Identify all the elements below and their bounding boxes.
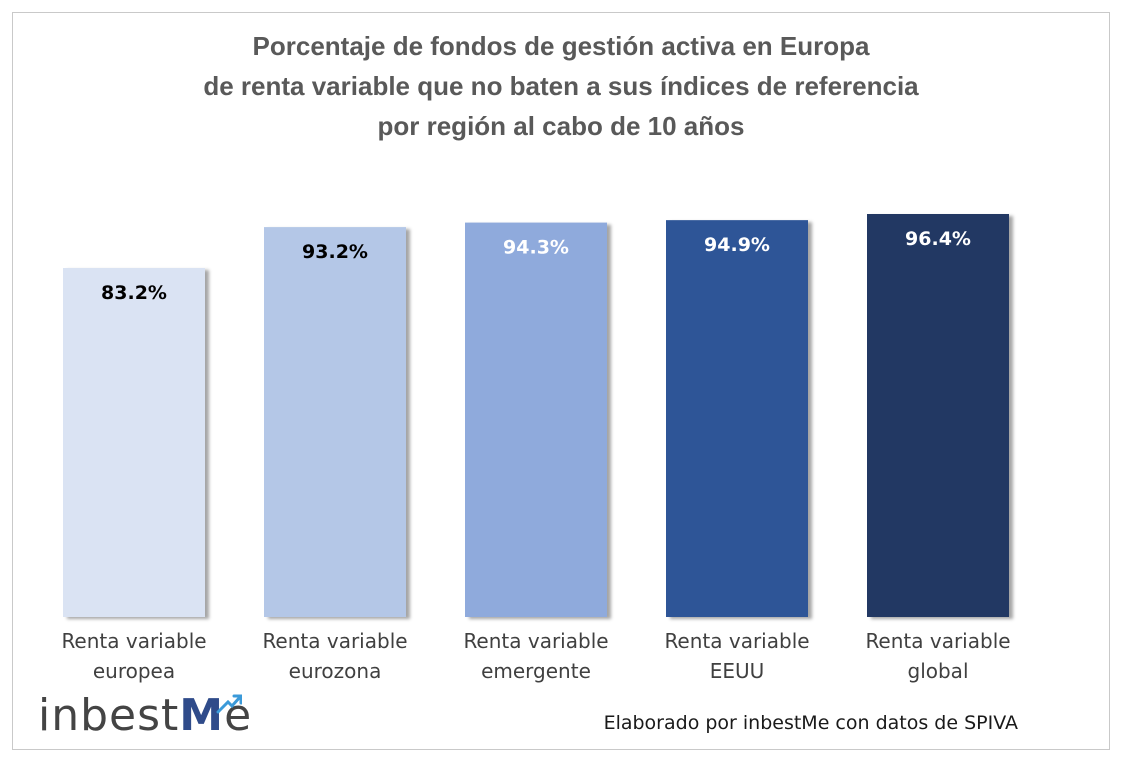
category-label-2-line-1: Renta variable bbox=[262, 629, 407, 653]
category-label-3-line-2: emergente bbox=[481, 659, 591, 683]
category-label-1-line-2: europea bbox=[93, 659, 175, 683]
category-label-1-line-1: Renta variable bbox=[61, 629, 206, 653]
category-label-2-line-2: eurozona bbox=[289, 659, 382, 683]
chart-title-line-3: por región al cabo de 10 años bbox=[377, 111, 745, 141]
chart-title-line-1: Porcentaje de fondos de gestión activa e… bbox=[252, 31, 870, 61]
bar-3 bbox=[465, 222, 607, 617]
source-credit: Elaborado por inbestMe con datos de SPIV… bbox=[603, 712, 1018, 734]
bar-chart: 83.2% Renta variable europea 93.2% Renta var… bbox=[61, 214, 1011, 683]
value-label-3: 94.3% bbox=[503, 237, 569, 259]
category-label-4-line-1: Renta variable bbox=[664, 629, 809, 653]
bar-5 bbox=[867, 214, 1009, 617]
inbestme-logo: inbestMe bbox=[38, 690, 252, 746]
value-label-4: 94.9% bbox=[704, 234, 770, 256]
value-label-2: 93.2% bbox=[302, 241, 368, 263]
category-label-4-line-2: EEUU bbox=[710, 659, 765, 683]
category-label-5-line-2: global bbox=[908, 659, 969, 683]
value-label-5: 96.4% bbox=[905, 228, 971, 250]
logo-arrow-icon bbox=[216, 694, 242, 714]
category-label-3-line-1: Renta variable bbox=[463, 629, 608, 653]
bar-1 bbox=[63, 268, 205, 617]
bar-2 bbox=[264, 227, 406, 617]
bar-4 bbox=[666, 220, 808, 618]
chart-title-line-2: de renta variable que no baten a sus índ… bbox=[203, 71, 919, 101]
value-label-1: 83.2% bbox=[101, 282, 167, 304]
logo-text-prefix: inbest bbox=[38, 690, 180, 741]
chart-title: Porcentaje de fondos de gestión activa e… bbox=[0, 26, 1122, 146]
logo-text-m: M bbox=[179, 690, 225, 741]
category-label-5-line-1: Renta variable bbox=[865, 629, 1010, 653]
